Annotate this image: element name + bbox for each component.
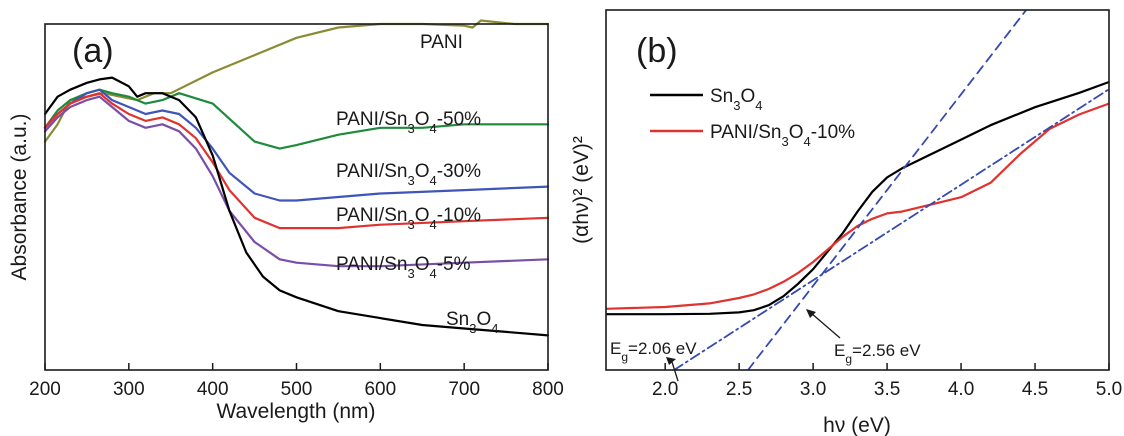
series-b-pani-sn3o4-10 bbox=[606, 102, 1109, 310]
x-tick-label-a-400: 400 bbox=[197, 379, 229, 400]
x-tick-label-b-4-0: 4.0 bbox=[948, 379, 974, 400]
x-tick-label-a-300: 300 bbox=[113, 379, 145, 400]
x-tick-label-b-5-0: 5.0 bbox=[1096, 379, 1122, 400]
x-tick-label-b-3-5: 3.5 bbox=[874, 379, 900, 400]
x-tick-label-b-2-5: 2.5 bbox=[726, 379, 752, 400]
arrowhead-eg-206 bbox=[666, 357, 676, 365]
annotation-eg-206: Eg=2.06 eV bbox=[610, 339, 697, 364]
label-pani: PANI bbox=[420, 32, 463, 53]
panel-b-legend: Sn3O4 PANI/Sn3O4-10% bbox=[650, 86, 855, 149]
panel-a-x-axis: 200 300 400 500 600 700 800 bbox=[29, 363, 564, 400]
x-tick-label-a-200: 200 bbox=[29, 379, 61, 400]
series-a-pani-sn3o4-10 bbox=[43, 92, 550, 230]
panel-a-xlabel: Wavelength (nm) bbox=[216, 400, 375, 423]
arrow-eg-206 bbox=[671, 361, 679, 382]
x-tick-label-a-600: 600 bbox=[364, 379, 396, 400]
panel-b-curves bbox=[606, 10, 1109, 370]
series-b-tangent-2-56-ev bbox=[747, 10, 1028, 370]
x-tick-label-a-800: 800 bbox=[532, 379, 564, 400]
panel-a-ylabel: Absorbance (a.u.) bbox=[8, 114, 31, 281]
panel-b: 2.0 2.5 3.0 3.5 4.0 4.5 5.0 (b) hν (eV) (αhν)²… bbox=[570, 9, 1122, 436]
panel-a: 200 300 400 500 600 700 800 (a) Wavelength (nm… bbox=[8, 19, 564, 423]
x-tick-label-b-2-0: 2.0 bbox=[652, 379, 678, 400]
arrow-eg-256 bbox=[810, 312, 841, 339]
panel-a-curve-labels: PANI PANI/Sn3O4-50% PANI/Sn3O4-30% PANI/… bbox=[336, 32, 499, 336]
series-a-sn3o4 bbox=[43, 76, 550, 337]
legend-label-pani-10: PANI/Sn3O4-10% bbox=[710, 122, 855, 149]
panel-b-label: (b) bbox=[636, 32, 678, 70]
label-pani-30: PANI/Sn3O4-30% bbox=[336, 161, 481, 188]
x-tick-label-b-4-5: 4.5 bbox=[1022, 379, 1048, 400]
annotation-eg-256: Eg=2.56 eV bbox=[834, 341, 921, 366]
x-tick-label-a-700: 700 bbox=[448, 379, 480, 400]
label-pani-5: PANI/Sn3O4-5% bbox=[336, 254, 471, 281]
legend-label-sn3o4: Sn3O4 bbox=[710, 86, 763, 113]
panel-b-annotations: Eg=2.56 eV Eg=2.06 eV bbox=[610, 309, 921, 382]
panel-b-xlabel: hν (eV) bbox=[823, 414, 891, 436]
series-b-sn3o4 bbox=[606, 80, 1109, 316]
panel-a-frame bbox=[44, 23, 549, 371]
series-b-tangent-2-06-ev bbox=[673, 88, 1109, 370]
label-sn3o4-a: Sn3O4 bbox=[446, 309, 499, 336]
label-pani-50: PANI/Sn3O4-50% bbox=[336, 109, 481, 136]
x-tick-label-b-3-0: 3.0 bbox=[800, 379, 826, 400]
panel-b-frame bbox=[605, 9, 1110, 371]
panel-b-x-axis: 2.0 2.5 3.0 3.5 4.0 4.5 5.0 bbox=[652, 363, 1122, 400]
series-a-pani-sn3o4-30 bbox=[43, 88, 550, 202]
arrowhead-eg-256 bbox=[806, 309, 816, 318]
panel-b-ylabel: (αhν)² (eV)² bbox=[570, 136, 593, 244]
label-pani-10: PANI/Sn3O4-10% bbox=[336, 205, 481, 232]
panel-a-curves bbox=[43, 19, 550, 337]
panel-a-label: (a) bbox=[72, 32, 114, 70]
x-tick-label-a-500: 500 bbox=[281, 379, 313, 400]
series-a-pani-sn3o4-5 bbox=[43, 95, 550, 268]
